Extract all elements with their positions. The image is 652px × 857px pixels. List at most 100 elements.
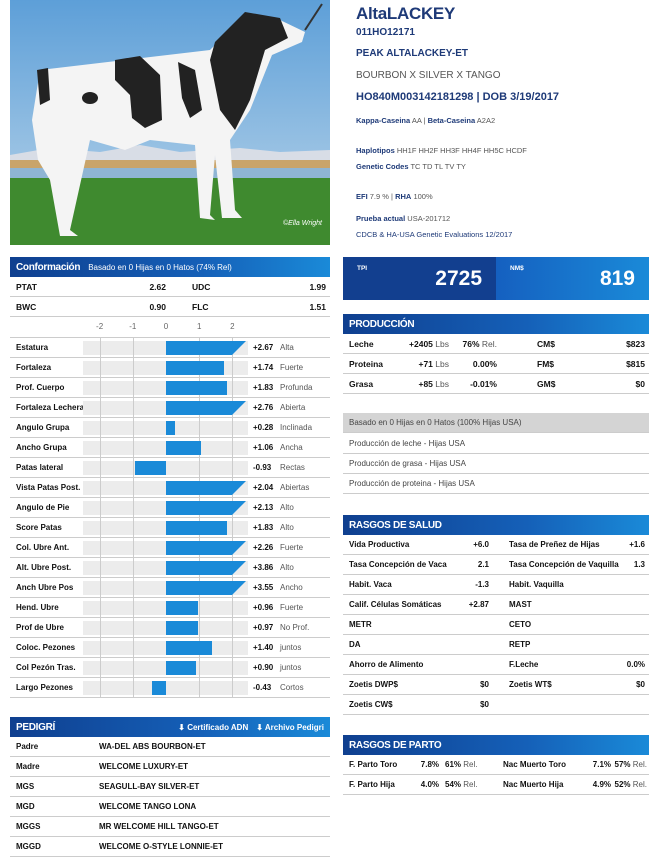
trait-value: +1.83 xyxy=(253,383,274,392)
trait-bar xyxy=(166,361,224,375)
tpi-box: TPI 2725 xyxy=(343,257,496,300)
trait-desc: Inclinada xyxy=(280,423,313,432)
trait-name: Fortaleza Lechera xyxy=(16,403,85,412)
trait-track xyxy=(83,601,248,615)
trait-row: Prof. Cuerpo +1.83 Profunda xyxy=(10,378,330,398)
trait-row: Largo Pezones -0.43 Cortos xyxy=(10,678,330,698)
evaluation-source: CDCB & HA-USA Genetic Evaluations 12/201… xyxy=(356,230,513,239)
trait-value: -0.43 xyxy=(253,683,272,692)
production-link[interactable]: Producción de leche - Hijas USA xyxy=(343,434,649,454)
health-row: Vida Productiva +6.0 Tasa de Preñez de H… xyxy=(343,535,649,555)
efi-rha: EFI 7.9 % | RHA 100% xyxy=(356,192,433,201)
health-row: Ahorro de Alimento F.Leche 0.0% xyxy=(343,655,649,675)
trait-desc: juntos xyxy=(280,663,302,672)
photo-credit: ©Ella Wright xyxy=(283,220,322,227)
production-row: Grasa +85 Lbs -0.01% GM$ $0 xyxy=(343,374,649,394)
trait-track xyxy=(83,621,248,635)
ancestor-name[interactable]: WELCOME O-STYLE LONNIE-ET xyxy=(99,842,223,851)
trait-value: +2.76 xyxy=(253,403,274,412)
trait-name: Vista Patas Post. xyxy=(16,483,81,492)
conf-summary-row: BWC 0.90 FLC 1.51 xyxy=(10,297,330,317)
trait-row: Anch Ubre Pos +3.55 Ancho xyxy=(10,578,330,598)
trait-desc: Fuerte xyxy=(280,603,304,612)
trait-row: Hend. Ubre +0.96 Fuerte xyxy=(10,598,330,618)
dna-certificate-link[interactable]: ⬇ Certificado ADN xyxy=(178,722,249,732)
health-row: Zoetis CW$ $0 xyxy=(343,695,649,715)
calving-header: RASGOS DE PARTO xyxy=(343,735,649,755)
gridline xyxy=(199,338,201,698)
pedigree-header: PEDIGRÍ ⬇ Certificado ADN ⬇ Archivo Pedi… xyxy=(10,717,330,737)
conf-axis xyxy=(10,317,330,338)
trait-row: Alt. Ubre Post. +3.86 Alto xyxy=(10,558,330,578)
trait-value: +2.04 xyxy=(253,483,274,492)
nm-box: NM$ 819 xyxy=(496,257,649,300)
trait-desc: Alto xyxy=(280,563,294,572)
health-row: Tasa Concepción de Vaca 2.1 Tasa Concepc… xyxy=(343,555,649,575)
trait-name: Angulo Grupa xyxy=(16,423,70,432)
registered-name: PEAK ALTALACKEY-ET xyxy=(356,48,469,59)
trait-bar xyxy=(166,621,199,635)
pedigree-line: BOURBON X SILVER X TANGO xyxy=(356,70,501,81)
trait-desc: Cortos xyxy=(280,683,304,692)
trait-desc: Abiertas xyxy=(280,483,310,492)
ancestor-name[interactable]: WA-DEL ABS BOURBON-ET xyxy=(99,742,206,751)
trait-row: Col. Ubre Ant. +2.26 Fuerte xyxy=(10,538,330,558)
health-row: METR CETO xyxy=(343,615,649,635)
ancestor-name[interactable]: WELCOME LUXURY-ET xyxy=(99,762,189,771)
axis-tick-label: 1 xyxy=(196,322,202,331)
trait-row: Col Pezón Tras. +0.90 juntos xyxy=(10,658,330,678)
trait-name: Estatura xyxy=(16,343,49,352)
trait-value: +0.28 xyxy=(253,423,274,432)
trait-name: Fortaleza xyxy=(16,363,52,372)
pedigree-row: MGGS MR WELCOME HILL TANGO-ET xyxy=(10,817,330,837)
trait-value: +3.86 xyxy=(253,563,274,572)
trait-bar xyxy=(166,661,196,675)
axis-tick-label: 2 xyxy=(230,322,235,331)
trait-bar xyxy=(166,401,246,415)
trait-value: +2.13 xyxy=(253,503,274,512)
trait-track xyxy=(83,421,248,435)
trait-row: Coloc. Pezones +1.40 juntos xyxy=(10,638,330,658)
trait-value: +1.06 xyxy=(253,443,274,452)
trait-bar xyxy=(166,521,227,535)
bull-code: 011HO12171 xyxy=(356,27,415,38)
trait-value: +1.74 xyxy=(253,363,274,372)
ancestor-name[interactable]: MR WELCOME HILL TANGO-ET xyxy=(99,822,219,831)
pedigree-row: MGGD WELCOME O-STYLE LONNIE-ET xyxy=(10,837,330,857)
trait-name: Hend. Ubre xyxy=(16,603,59,612)
trait-row: Vista Patas Post. +2.04 Abiertas xyxy=(10,478,330,498)
production-link[interactable]: Producción de grasa - Hijas USA xyxy=(343,454,649,474)
casein: Kappa-Caseina AA | Beta-Caseina A2A2 xyxy=(356,116,496,125)
conf-summary-row: PTAT 2.62 UDC 1.99 xyxy=(10,277,330,297)
trait-name: Alt. Ubre Post. xyxy=(16,563,72,572)
trait-desc: juntos xyxy=(280,643,302,652)
pedigree-row: MGS SEAGULL-BAY SILVER-ET xyxy=(10,777,330,797)
trait-bar xyxy=(166,441,202,455)
id-dob: HO840M003142181298 | DOB 3/19/2017 xyxy=(356,91,560,103)
trait-desc: Ancha xyxy=(280,443,303,452)
trait-desc: Alto xyxy=(280,523,294,532)
trait-desc: Alto xyxy=(280,503,294,512)
bull-photo: ©Ella Wright xyxy=(10,0,330,245)
trait-row: Fortaleza Lechera +2.76 Abierta xyxy=(10,398,330,418)
gridline xyxy=(232,338,234,698)
trait-name: Prof. Cuerpo xyxy=(16,383,65,392)
production-link[interactable]: Producción de proteina - Hijas USA xyxy=(343,474,649,494)
trait-value: -0.93 xyxy=(253,463,272,472)
prueba-actual: Prueba actual USA-201712 xyxy=(356,214,451,223)
trait-value: +3.55 xyxy=(253,583,274,592)
trait-value: +0.97 xyxy=(253,623,274,632)
pedigree-file-link[interactable]: ⬇ Archivo Pedigri xyxy=(256,722,324,732)
ancestor-name[interactable]: WELCOME TANGO LONA xyxy=(99,802,197,811)
trait-desc: Alta xyxy=(280,343,294,352)
trait-bar xyxy=(166,541,246,555)
trait-desc: Fuerte xyxy=(280,363,304,372)
trait-bar xyxy=(166,421,176,435)
health-header: RASGOS DE SALUD xyxy=(343,515,649,535)
health-row: Zoetis DWP$ $0 Zoetis WT$ $0 xyxy=(343,675,649,695)
ancestor-name[interactable]: SEAGULL-BAY SILVER-ET xyxy=(99,782,200,791)
trait-name: Score Patas xyxy=(16,523,62,532)
health-row: DA RETP xyxy=(343,635,649,655)
trait-row: Prof de Ubre +0.97 No Prof. xyxy=(10,618,330,638)
trait-bar xyxy=(166,641,213,655)
